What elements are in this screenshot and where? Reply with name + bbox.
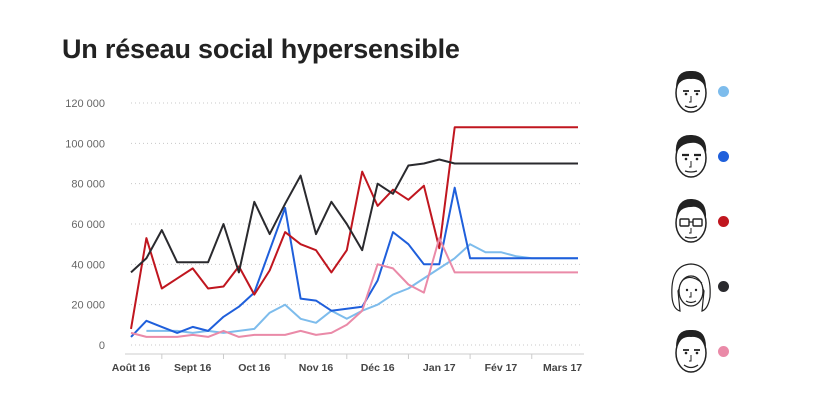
series-line-5 (130, 237, 578, 338)
series-lines (130, 126, 578, 338)
portrait-1-icon (675, 70, 707, 113)
y-tick-label: 80 000 (71, 179, 105, 191)
legend-item-1 (660, 62, 740, 124)
x-tick-label: Nov 16 (299, 362, 334, 374)
legend-dot-1 (718, 86, 729, 97)
y-tick-label: 0 (99, 340, 105, 352)
x-tick-label: Mars 17 (543, 362, 582, 374)
x-tick-label: Oct 16 (238, 362, 270, 374)
x-tick-label: Déc 16 (361, 362, 395, 374)
legend-dot-4 (718, 281, 729, 292)
legend-dot-3 (718, 216, 729, 227)
y-tick-label: 60 000 (71, 219, 105, 231)
y-tick-label: 20 000 (71, 300, 105, 312)
legend-item-4 (660, 257, 740, 319)
portrait-2-icon (675, 134, 707, 178)
series-line-3 (130, 126, 578, 330)
chart-title: Un réseau social hypersensible (62, 34, 460, 64)
x-tick-label: Fév 17 (485, 362, 518, 374)
y-tick-label: 100 000 (65, 138, 105, 150)
legend-item-2 (660, 127, 740, 189)
legend (660, 62, 740, 387)
chart-grid (131, 102, 582, 346)
x-tick-label: Août 16 (112, 362, 151, 374)
x-tick-label: Sept 16 (174, 362, 212, 374)
portrait-3-icon (675, 198, 707, 243)
legend-dot-2 (718, 151, 729, 162)
series-line-2 (130, 186, 578, 338)
legend-dot-5 (718, 346, 729, 357)
y-tick-label: 40 000 (71, 259, 105, 271)
x-axis: Août 16 Sept 16 Oct 16 Nov 16 Déc 16 Jan 17 Fé… (112, 353, 584, 374)
portrait-5-icon (675, 329, 707, 373)
x-tick-label: Jan 17 (423, 362, 456, 374)
series-line-4 (130, 158, 578, 274)
y-axis: 0 20 000 40 000 60 000 80 000 100 000 120 000 (65, 98, 105, 352)
portrait-4-icon (671, 263, 711, 312)
legend-item-5 (660, 322, 740, 384)
y-tick-label: 120 000 (65, 98, 105, 110)
legend-item-3 (660, 192, 740, 254)
